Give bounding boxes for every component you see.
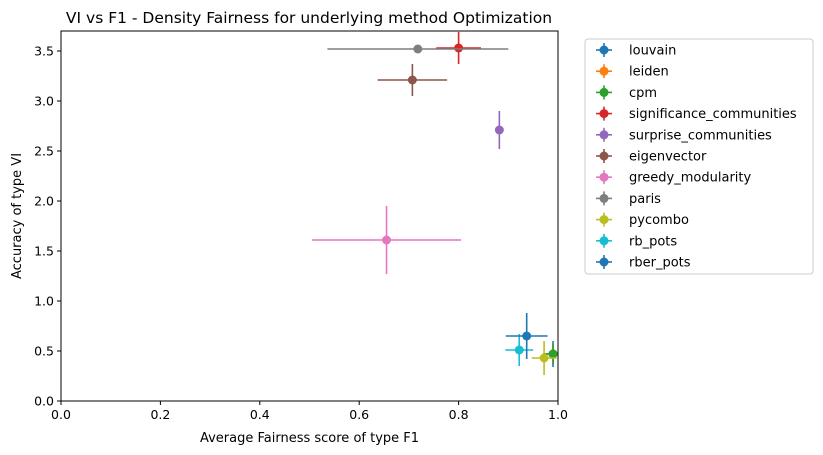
data-point-pycombo (531, 341, 557, 375)
point-marker (514, 345, 524, 355)
legend-label: surprise_communities (629, 128, 772, 143)
legend-item-cpm: cpm (596, 85, 657, 101)
point-marker (548, 349, 558, 359)
x-axis-label: Average Fairness score of type F1 (200, 431, 419, 446)
legend-marker (599, 172, 609, 182)
legend-label: louvain (629, 44, 676, 59)
point-marker (413, 44, 423, 54)
legend-item-greedy-modularity: greedy_modularity (596, 170, 751, 186)
x-tick-label: 0.4 (250, 407, 270, 422)
legend-item-rber-pots: rber_pots (596, 255, 691, 271)
legend: louvain leiden cpm significance_communities… (584, 38, 814, 275)
legend-marker (599, 151, 609, 161)
y-tick-label: 1.0 (34, 294, 54, 309)
legend-label: cpm (629, 86, 657, 101)
legend-label: significance_communities (629, 107, 797, 122)
x-axis: 0.0 0.2 0.4 0.6 0.8 1.0 (51, 401, 568, 422)
y-tick-label: 2.5 (34, 144, 54, 159)
y-tick-label: 1.5 (34, 244, 54, 259)
legend-item-pycombo: pycombo (596, 212, 689, 228)
legend-item-significance-communities: significance_communities (596, 106, 797, 122)
y-tick-label: 2.0 (34, 194, 54, 209)
y-tick-label: 0.0 (34, 394, 54, 409)
y-axis: 0.0 0.5 1.0 1.5 2.0 2.5 3.0 3.5 (34, 44, 61, 409)
legend-label: greedy_modularity (629, 171, 751, 186)
legend-marker (599, 193, 609, 203)
legend-label: paris (629, 192, 661, 207)
data-point-significance-communities (436, 32, 481, 64)
legend-item-louvain: louvain (596, 43, 676, 59)
legend-marker (599, 236, 609, 246)
legend-marker (599, 215, 609, 225)
point-marker (539, 353, 549, 363)
legend-label: rb_pots (629, 234, 677, 249)
legend-marker (599, 257, 609, 267)
plot-marks (311, 32, 558, 375)
point-marker (494, 125, 504, 135)
legend-marker (599, 87, 609, 97)
data-point-surprise-communities (494, 111, 504, 149)
legend-item-leiden: leiden (596, 64, 669, 80)
plot-frame (60, 30, 559, 402)
legend-marker (599, 45, 609, 55)
legend-label: rber_pots (629, 256, 691, 271)
data-point-rber-pots (505, 313, 548, 359)
chart-title: VI vs F1 - Density Fairness for underlyi… (66, 9, 552, 27)
y-tick-label: 3.5 (34, 44, 54, 59)
y-tick-label: 0.5 (34, 344, 54, 359)
legend-item-eigenvector: eigenvector (596, 149, 707, 165)
legend-marker (599, 109, 609, 119)
point-marker (522, 331, 532, 341)
data-point-eigenvector (377, 64, 448, 96)
legend-marker (599, 66, 609, 76)
y-axis-label: Accuracy of type VI (10, 153, 25, 279)
point-marker (407, 75, 417, 85)
data-point-cpm (543, 344, 558, 364)
legend-frame (584, 38, 814, 275)
data-point-paris (327, 44, 509, 54)
point-marker (454, 43, 464, 53)
data-point-rb-pots (505, 334, 534, 366)
legend-item-surprise-communities: surprise_communities (596, 127, 772, 143)
x-tick-label: 1.0 (548, 407, 568, 422)
x-tick-label: 0.2 (150, 407, 170, 422)
data-point-greedy-modularity (311, 206, 462, 274)
legend-label: eigenvector (629, 150, 707, 165)
legend-item-rb-pots: rb_pots (596, 233, 677, 249)
point-marker (382, 235, 392, 245)
x-tick-label: 0.8 (449, 407, 469, 422)
legend-marker (599, 130, 609, 140)
x-tick-label: 0.6 (349, 407, 369, 422)
x-tick-label: 0.0 (51, 407, 71, 422)
legend-label: leiden (629, 65, 669, 80)
y-tick-label: 3.0 (34, 94, 54, 109)
legend-item-paris: paris (596, 191, 661, 207)
legend-label: pycombo (629, 213, 689, 228)
